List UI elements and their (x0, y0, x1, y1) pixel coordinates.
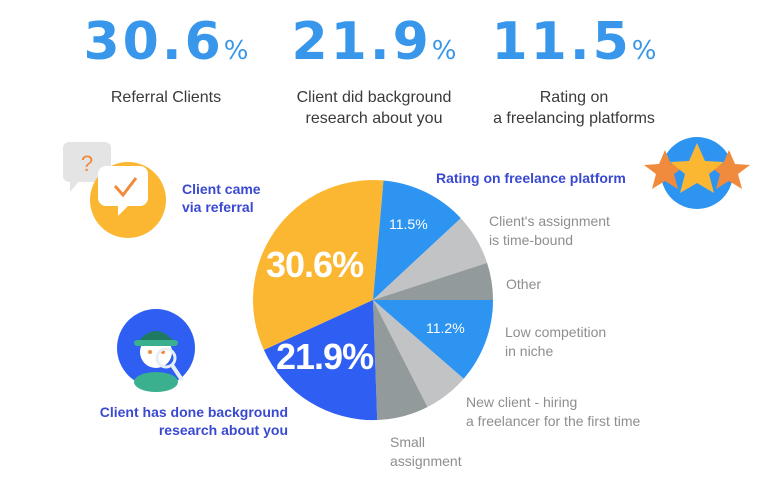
slice-value-rating: 11.5% (389, 216, 428, 232)
svg-text:?: ? (81, 151, 93, 176)
stat-label: Client did background research about you (296, 89, 452, 127)
slice-other (373, 262, 493, 300)
label-small: Small assignment (390, 434, 462, 469)
slice-value-low-competition: 11.2% (426, 320, 465, 336)
callout-research: Client has done background research about… (99, 404, 288, 438)
slice-time-bound (373, 218, 488, 300)
slice-value-referral: 30.6% (266, 244, 364, 285)
detective-icon (117, 309, 195, 392)
slice-value-research: 21.9% (276, 336, 374, 377)
stat-value: 21.9% (291, 12, 457, 72)
stat-value: 30.6% (83, 12, 249, 72)
slice-rating (373, 180, 461, 300)
stat-rating: 11.5% Rating on a freelancing platforms (474, 14, 674, 129)
slice-small (373, 300, 428, 420)
slice-low-competition (373, 300, 494, 379)
label-low-competition: Low competition in niche (505, 324, 607, 359)
label-new-client: New client - hiring a freelancer for the … (466, 394, 641, 429)
stat-label: Referral Clients (110, 89, 222, 106)
label-time-bound: Client's assignment is time-bound (489, 213, 610, 248)
star-rating-icon (644, 137, 750, 209)
stat-research: 21.9% Client did background research abou… (274, 14, 474, 129)
pie-slices (253, 180, 494, 421)
slice-referral (253, 180, 384, 350)
callout-referral: Client came via referral (182, 181, 261, 215)
stat-label: Rating on a freelancing platforms (493, 89, 655, 127)
label-other: Other (506, 276, 542, 292)
callout-rating: Rating on freelance platform (436, 170, 626, 186)
stat-referral: 30.6% Referral Clients (66, 14, 266, 108)
slice-new-client (373, 300, 464, 407)
slice-research (263, 300, 378, 421)
chat-check-icon: ? (63, 142, 166, 238)
stat-value: 11.5% (491, 12, 657, 72)
